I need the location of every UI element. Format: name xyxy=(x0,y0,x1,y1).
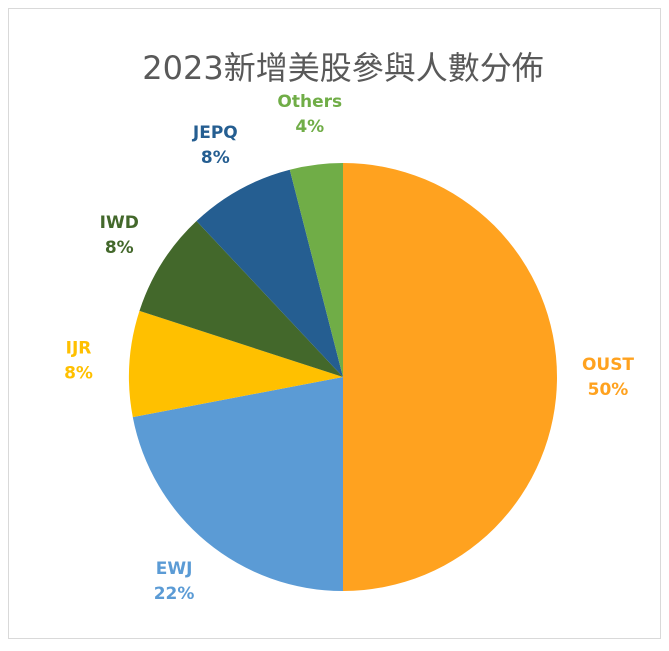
pie-slice xyxy=(132,377,343,591)
slice-value-label: 50% xyxy=(588,380,629,400)
pie-slice xyxy=(139,221,343,377)
pie-slice xyxy=(343,163,557,591)
slice-value-label: 4% xyxy=(295,117,324,137)
slice-value-label: 8% xyxy=(201,148,230,168)
slice-label: JEPQ xyxy=(192,123,238,143)
slice-label: EWJ xyxy=(156,559,193,579)
slice-label: Others xyxy=(277,92,342,112)
pie-slice xyxy=(129,310,343,418)
chart-title: 2023新增美股參與人數分佈 xyxy=(142,49,543,87)
slice-value-label: 8% xyxy=(105,238,134,258)
slice-label: IWD xyxy=(100,213,139,233)
pie-slice xyxy=(289,163,343,377)
slice-label: IJR xyxy=(66,338,92,358)
slice-value-label: 22% xyxy=(154,584,195,604)
slice-value-label: 8% xyxy=(64,363,93,383)
slice-label: OUST xyxy=(582,355,634,375)
pie-slice xyxy=(196,169,343,377)
